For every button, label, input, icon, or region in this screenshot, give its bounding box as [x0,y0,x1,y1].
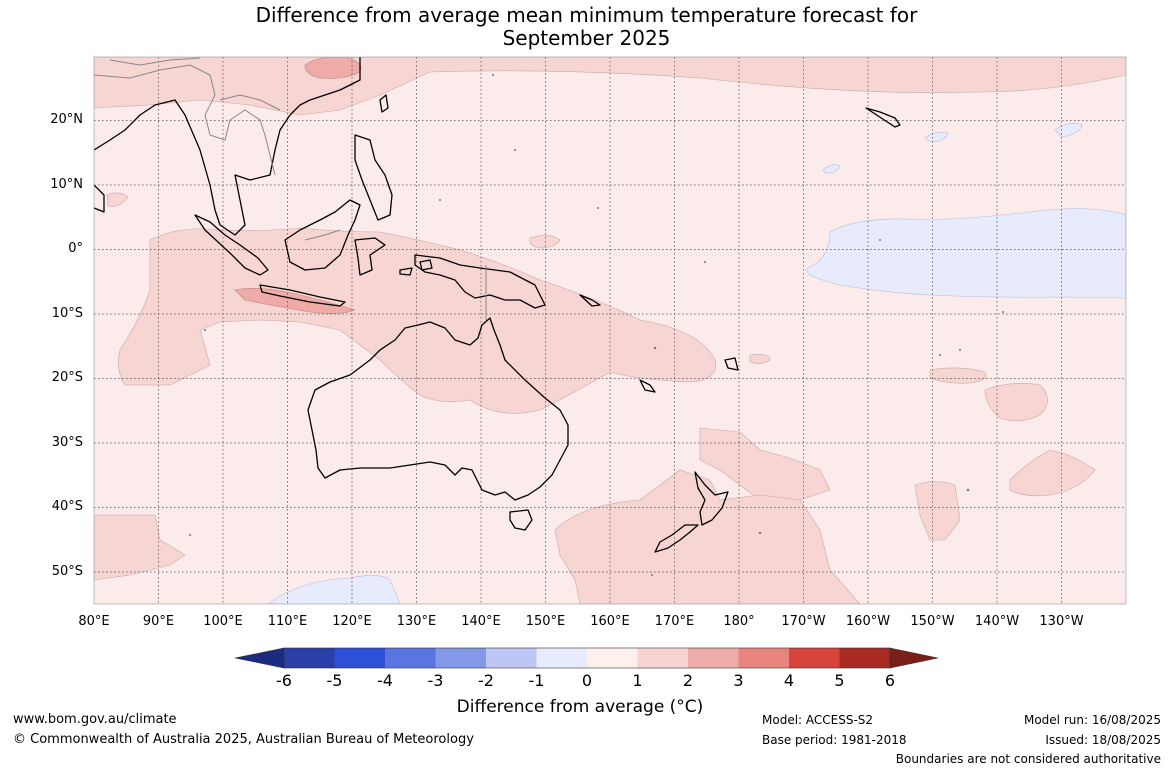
colorbar-tick: 2 [682,671,694,690]
lon-label-130e: 130°E [396,614,437,629]
colorbar-tick: -4 [377,671,393,690]
anomaly-2-to-3-regions [234,57,362,314]
map-frame [93,56,1127,605]
lon-label-120e: 120°E [332,614,372,629]
colorbar-high-arrow [889,647,939,669]
footer-issued: Issued: 18/08/2025 [1045,733,1161,747]
small-islands [189,74,1004,576]
colorbar-tick: 4 [783,671,795,690]
colorbar-tick: -3 [427,671,444,690]
borneo-coast [284,199,361,271]
lon-label-180: 180° [723,614,755,629]
lon-label-80e: 80°E [78,614,110,629]
colorbar-tick: 3 [733,671,744,690]
lon-label-90e: 90°E [142,614,175,629]
political-boundaries [94,57,487,320]
colorbar-tick: 5 [834,671,845,690]
colorbar-tick: 1 [632,671,643,690]
colorbar-tick: -6 [276,671,292,690]
lat-label-20n: 20°N [50,112,83,127]
australia-coast [307,317,569,501]
colorbar [234,647,939,669]
footer-url[interactable]: www.bom.gov.au/climate [13,712,177,727]
lat-label-50s: 50°S [51,564,83,579]
lat-label-0: 0° [68,241,83,256]
lon-label-150e: 150°E [525,614,566,629]
gridlines [94,57,1126,604]
footer-copyright: © Commonwealth of Australia 2025, Austra… [13,732,474,747]
footer-model-run: Model run: 16/08/2025 [1023,713,1161,727]
lon-label-140e: 140°E [461,614,501,629]
philippines-coast [354,134,393,221]
lon-label-110e: 110°E [267,614,308,629]
footer-model: Model: ACCESS-S2 [762,713,874,727]
lon-label-130w: 130°W [1039,614,1084,629]
footer-base-period: Base period: 1981-2018 [762,733,907,747]
footer-disclaimer: Boundaries are not considered authoritat… [895,752,1161,766]
lon-label-170w: 170°W [781,614,826,629]
lon-label-100e: 100°E [203,614,243,629]
colorbar-tick: 6 [884,671,896,690]
taiwan-coast [379,94,389,113]
lon-label-160w: 160°W [845,614,891,629]
colorbar-tick: -2 [478,671,494,690]
asia-coast [94,57,361,236]
sumatra-coast [194,214,269,276]
title-line-1: Difference from average mean minimum tem… [255,3,918,27]
lat-label-10n: 10°N [50,177,83,192]
new-zealand-coast [694,471,729,526]
colorbar-tick: -5 [326,671,343,690]
lat-label-30s: 30°S [51,435,83,450]
lat-label-10s: 10°S [51,306,83,321]
lat-label-20s: 20°S [51,370,83,385]
lon-label-160e: 160°E [590,614,630,629]
new-guinea-coast [414,254,546,309]
chart-title: Difference from average mean minimum tem… [0,4,1173,50]
java-coast [259,284,346,307]
lon-label-170e: 170°E [654,614,695,629]
lat-label-40s: 40°S [51,499,83,514]
title-line-2: September 2025 [502,26,671,50]
lon-label-150w: 150°W [910,614,955,629]
lon-label-140w: 140°W [974,614,1020,629]
colorbar-label: Difference from average (°C) [456,697,704,717]
sulawesi-coast [354,237,386,276]
coastlines [94,57,901,553]
colorbar-low-arrow [234,647,285,669]
colorbar-tick: -1 [528,671,545,690]
colorbar-tick: 0 [581,671,593,690]
map-area [94,57,1126,604]
tasmania-coast [509,509,533,531]
